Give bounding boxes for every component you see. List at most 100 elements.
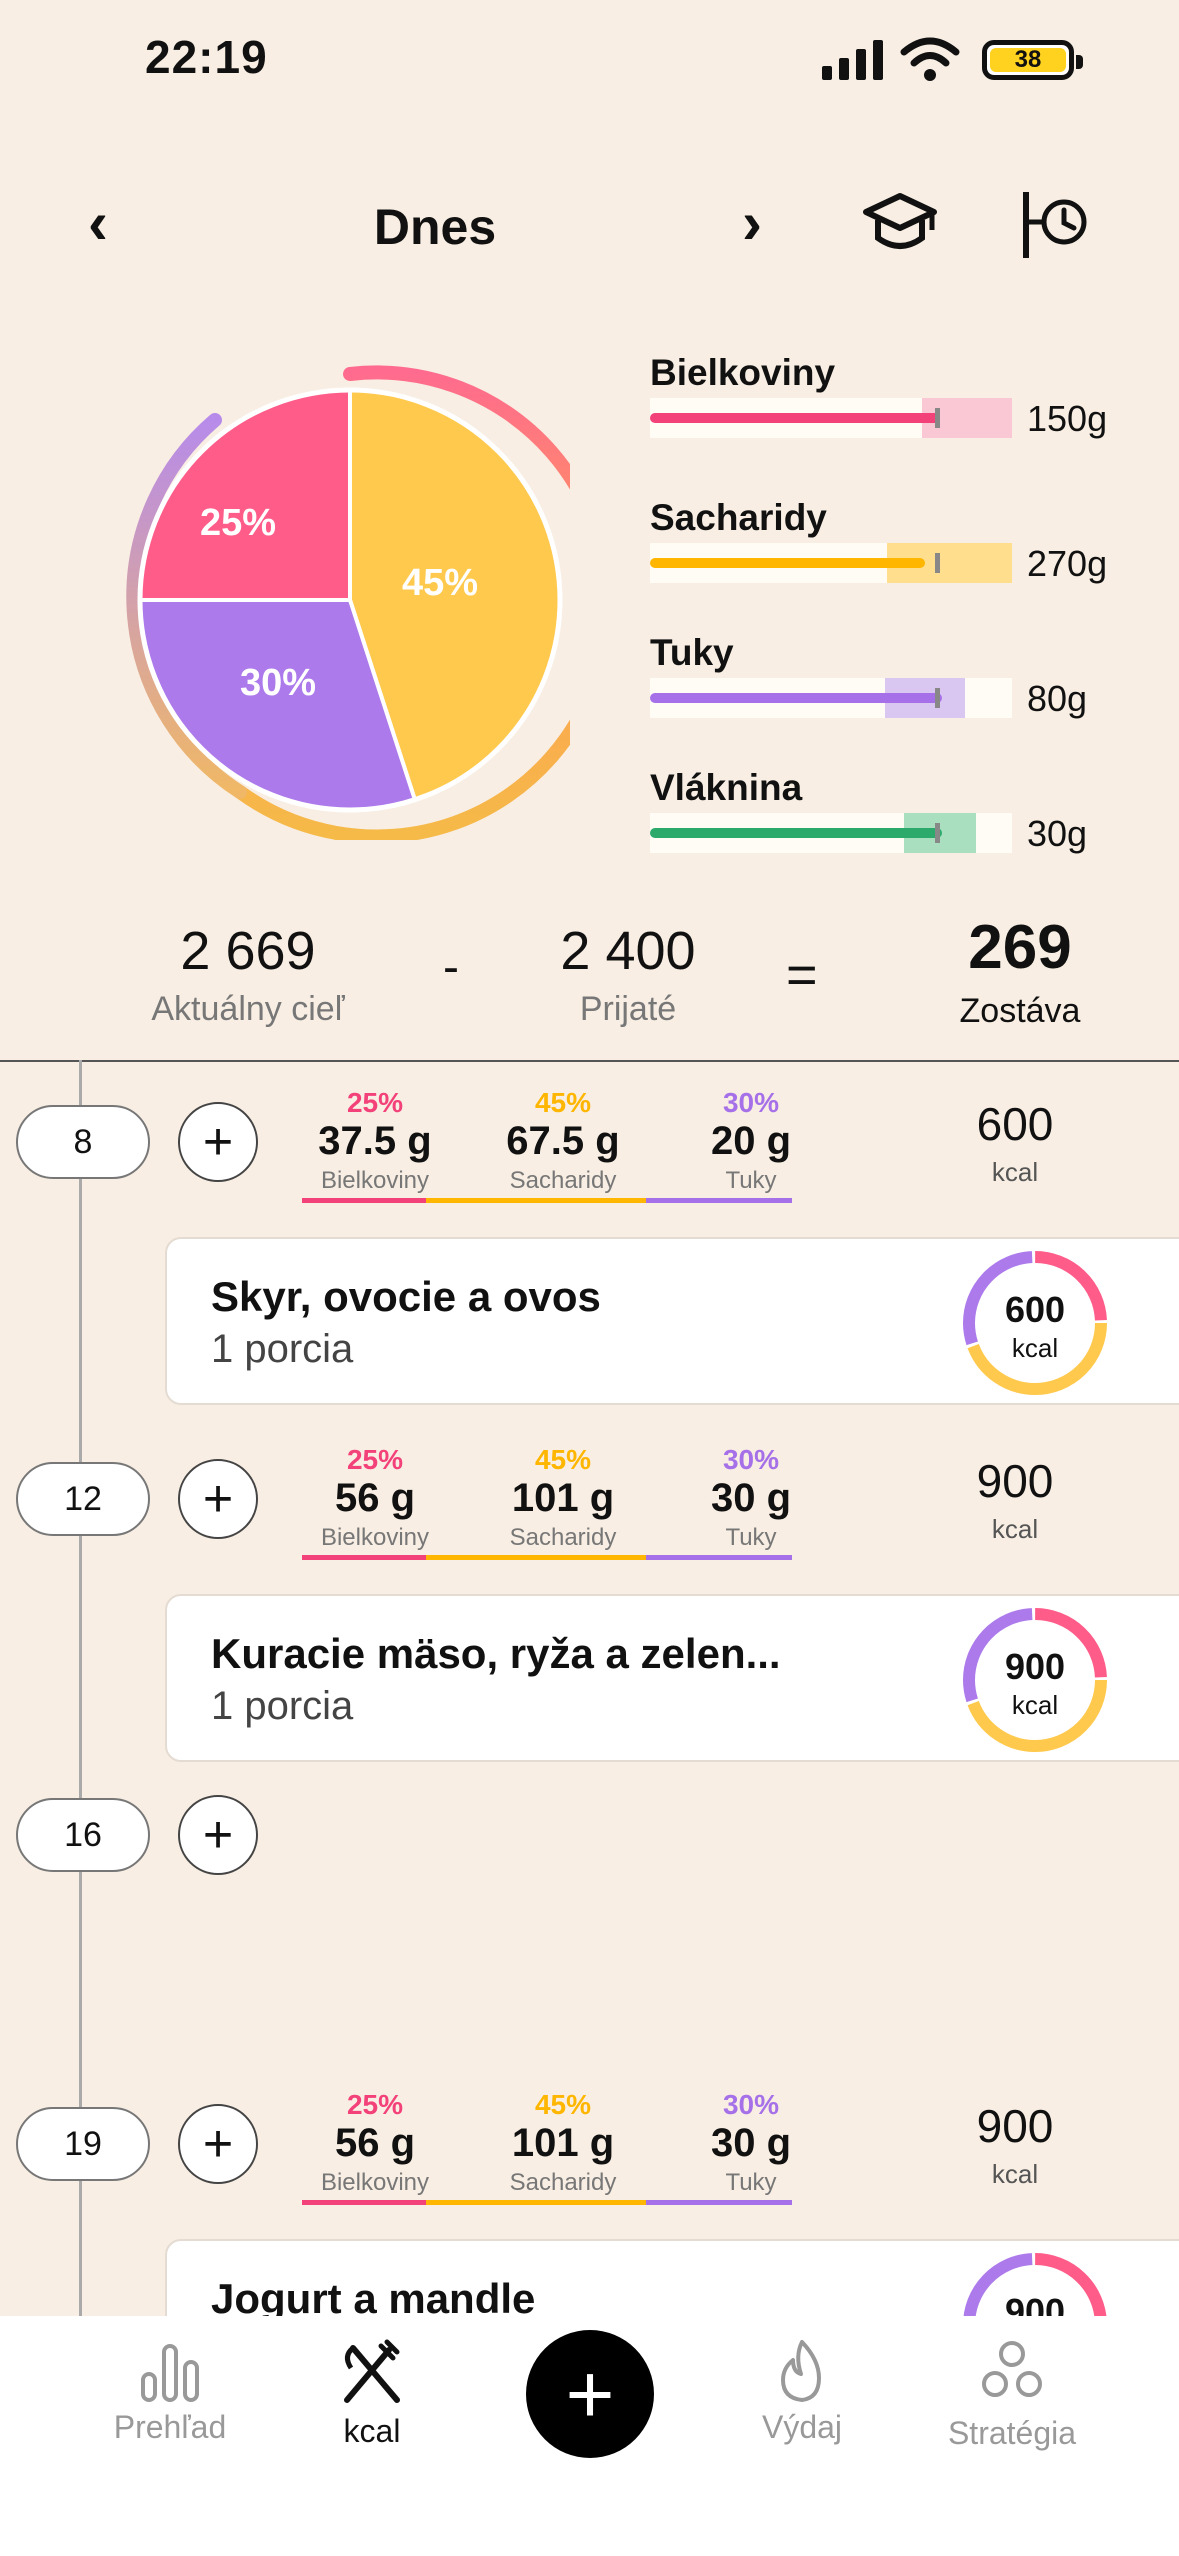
macro-target-tick — [935, 823, 940, 843]
macro-bar — [650, 678, 1012, 718]
macro-progress — [650, 558, 925, 568]
status-time: 22:19 — [145, 31, 268, 83]
meal-macro-ring — [963, 1608, 1107, 1752]
meal-card[interactable]: Skyr, ovocie a ovos 1 porcia 600 kcal — [165, 1237, 1179, 1405]
pie-label-fat: 30% — [240, 662, 317, 704]
slot-carbs-pct: 45% — [534, 1087, 592, 1118]
macro-bar — [650, 543, 1012, 583]
chevron-left-icon[interactable]: ‹ — [88, 189, 108, 256]
pie-border — [137, 387, 563, 813]
tab-strategia[interactable]: Stratégia — [912, 2338, 1112, 2452]
macro-seg-carbs — [426, 1198, 646, 1203]
macro-label: Bielkoviny — [650, 352, 836, 393]
slot-carbs-label: Sacharidy — [509, 1167, 617, 1194]
intake-value: 2 400 — [560, 921, 696, 981]
add-meal-button[interactable]: + — [178, 1102, 258, 1182]
slot-protein-label: Bielkoviny — [320, 1167, 430, 1194]
time-slot-pill[interactable]: 12 — [16, 1462, 150, 1536]
meal-name: Jogurt a mandle — [211, 2275, 536, 2322]
slot-protein-grams: 56 g — [334, 2121, 416, 2165]
tab-label: kcal — [343, 2413, 401, 2449]
macro-label: Vláknina — [650, 767, 803, 808]
macro-seg-protein — [302, 1198, 426, 1203]
slot-protein-pct: 25% — [346, 1444, 404, 1475]
macro-target-tick — [935, 688, 940, 708]
add-meal-button[interactable]: + — [178, 1795, 258, 1875]
section-divider — [0, 1060, 1179, 1062]
slot-carbs-pct: 45% — [534, 2089, 592, 2120]
battery-level: 38 — [990, 46, 1066, 73]
slot-carbs-label: Sacharidy — [509, 2169, 617, 2196]
meal-macro-ring — [963, 1251, 1107, 1395]
tab-vydaj[interactable]: Výdaj — [702, 2338, 902, 2446]
macro-seg-protein — [302, 1555, 426, 1560]
add-button[interactable]: + — [526, 2330, 654, 2458]
progress-ring-outer — [233, 365, 570, 840]
minus-sign: - — [443, 941, 459, 994]
slot-kcal-value: 900 — [976, 1455, 1054, 1507]
ring-carbs — [963, 1251, 1107, 1395]
slot-fat-pct: 30% — [722, 1444, 780, 1475]
meal-name: Skyr, ovocie a ovos — [211, 1273, 601, 1320]
macro-progress — [650, 413, 940, 423]
slot-protein-grams: 37.5 g — [318, 1119, 432, 1163]
meal-kcal-unit: kcal — [1011, 1333, 1059, 1363]
tab-prehlad[interactable]: Prehľad — [70, 2338, 270, 2446]
slot-carbs-pct: 45% — [534, 1444, 592, 1475]
meal-card[interactable]: Kuracie mäso, ryža a zelen... 1 porcia 900… — [165, 1594, 1179, 1762]
time-slot-pill[interactable]: 8 — [16, 1105, 150, 1179]
time-slot-pill[interactable]: 19 — [16, 2107, 150, 2181]
slot-kcal-value: 600 — [976, 1098, 1054, 1150]
macro-progress — [650, 693, 942, 703]
wifi-icon — [900, 37, 960, 81]
tab-label: Prehľad — [113, 2409, 227, 2445]
slot-carbs-grams: 101 g — [511, 1476, 615, 1520]
fork-knife-icon — [344, 2339, 400, 2403]
meal-kcal-value: 600 — [1004, 1289, 1066, 1330]
macro-seg-fat — [646, 1198, 792, 1203]
battery-icon: 38 — [982, 40, 1083, 80]
meal-portion: 1 porcia — [211, 1684, 354, 1728]
slot-fat-pct: 30% — [722, 1087, 780, 1118]
pie-label-carbs: 45% — [402, 562, 479, 604]
ring-fat — [963, 1251, 1107, 1395]
pie-label-protein: 25% — [200, 502, 277, 544]
slot-fat-grams: 20 g — [710, 1119, 792, 1163]
macro-label: Tuky — [650, 632, 734, 673]
meal-kcal-unit: kcal — [1011, 1690, 1059, 1720]
time-slot-pill[interactable]: 16 — [16, 1798, 150, 1872]
slot-carbs-grams: 67.5 g — [506, 1119, 620, 1163]
intake-label: Prijaté — [579, 990, 677, 1028]
macro-bar — [650, 398, 1012, 438]
slot-kcal-unit: kcal — [991, 1514, 1039, 1544]
equals-sign: = — [786, 945, 818, 1005]
timeline-line — [79, 1060, 82, 2316]
page-title: Dnes — [373, 199, 497, 255]
pie-slice-0 — [137, 387, 352, 602]
tab-bar: Prehľad kcal + Výdaj Stratégia — [0, 2316, 1179, 2556]
chevron-right-icon[interactable]: › — [742, 189, 762, 256]
graduation-cap-icon[interactable] — [862, 190, 938, 260]
timeline-clock-icon[interactable] — [1016, 190, 1090, 260]
macro-seg-fat — [646, 1555, 792, 1560]
slot-protein-label: Bielkoviny — [320, 1524, 430, 1551]
macro-seg-carbs — [426, 2200, 646, 2205]
flame-icon — [781, 2340, 821, 2402]
macro-target-value: 80g — [1027, 678, 1088, 719]
slot-carbs-grams: 101 g — [511, 2121, 615, 2165]
slot-kcal-unit: kcal — [991, 2159, 1039, 2189]
meal-kcal-value: 900 — [1004, 1646, 1066, 1687]
goal-label: Aktuálny cieľ — [151, 990, 345, 1028]
goal-value: 2 669 — [180, 921, 316, 981]
tab-kcal[interactable]: kcal — [272, 2338, 472, 2450]
add-meal-button[interactable]: + — [178, 2104, 258, 2184]
slot-fat-label: Tuky — [725, 1167, 777, 1194]
macro-progress — [650, 828, 942, 838]
add-meal-button[interactable]: + — [178, 1459, 258, 1539]
slot-fat-grams: 30 g — [710, 1476, 792, 1520]
slot-protein-pct: 25% — [346, 1087, 404, 1118]
progress-ring-outer-2 — [126, 413, 247, 799]
ring-carbs — [963, 1608, 1107, 1752]
tab-label: Stratégia — [947, 2415, 1077, 2451]
signal-icon — [822, 40, 883, 80]
